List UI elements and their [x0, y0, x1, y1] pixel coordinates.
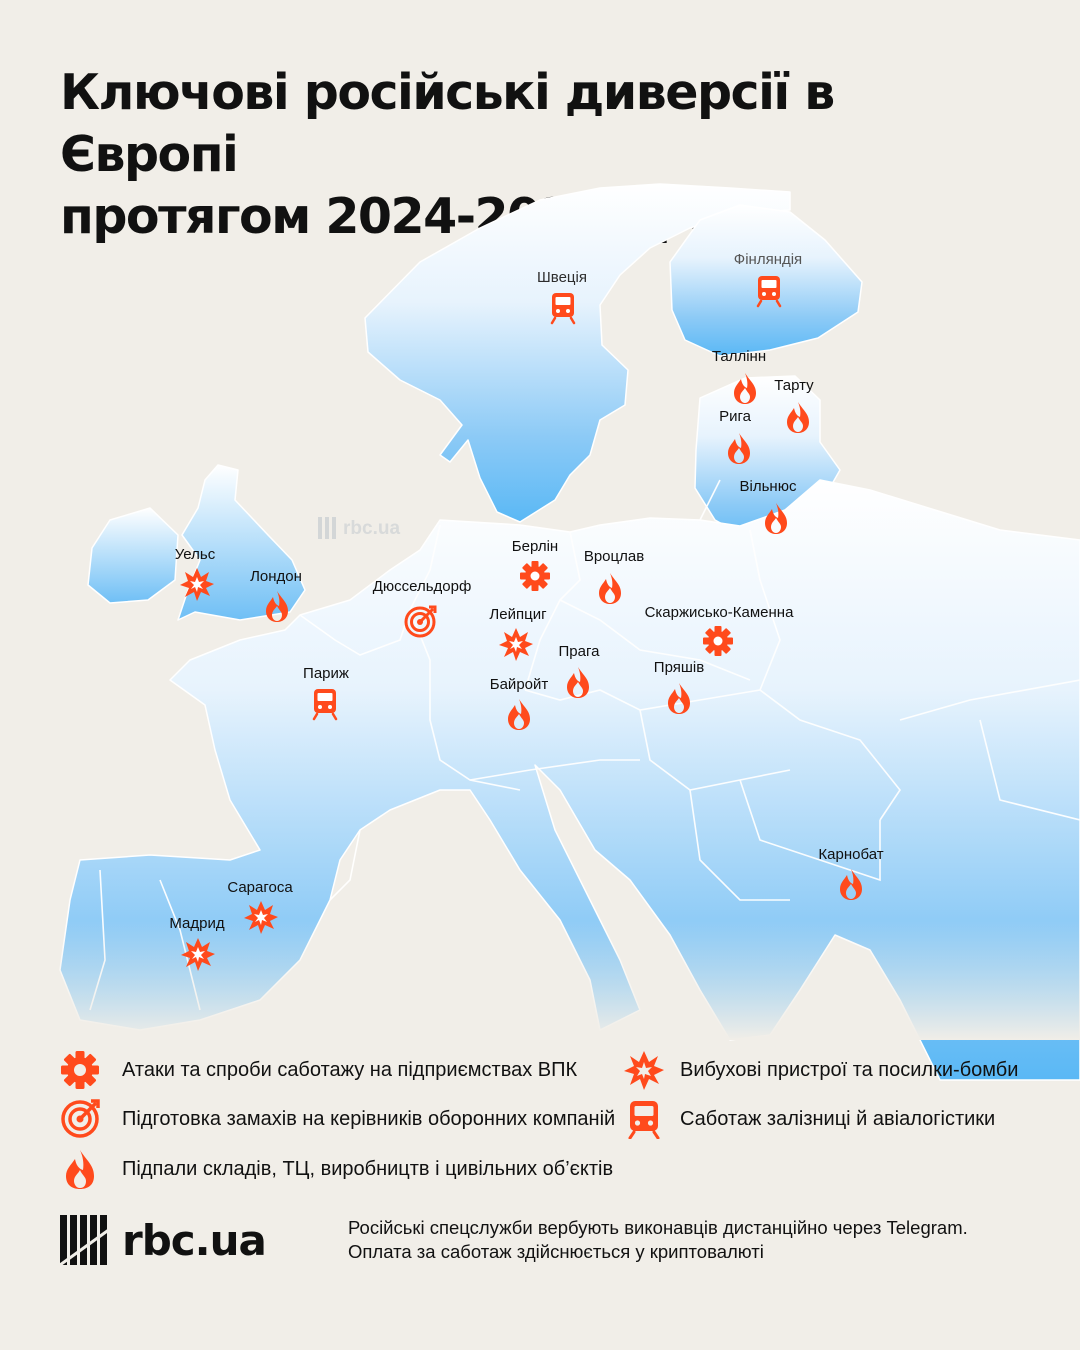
legend-label: Підпали складів, ТЦ, виробництв і цивіль… — [122, 1157, 614, 1180]
city-marker-leipzig[interactable]: Лейпциг — [489, 606, 547, 661]
target-icon — [61, 1099, 100, 1138]
city-marker-london[interactable]: Лондон — [250, 568, 302, 622]
city-marker-madrid[interactable]: Мадрид — [169, 915, 225, 971]
brand-name: rbc.ua — [122, 1215, 267, 1265]
city-label: Пряшів — [654, 659, 704, 676]
city-marker-vilnius[interactable]: Вільнюс — [740, 478, 797, 534]
country-marker-sweden[interactable]: Швеція — [537, 269, 587, 325]
city-label: Таллінн — [712, 348, 766, 365]
footer-note-line-1: Російські спецслужби вербують виконавців… — [348, 1217, 968, 1238]
city-marker-karnobat[interactable]: Карнобат — [818, 846, 884, 900]
markers: Швеція Фінляндія Таллінн Тарту Рига Віль… — [169, 251, 884, 971]
city-marker-tallinn[interactable]: Таллінн — [712, 348, 766, 404]
legend-item-explosion: Вибухові пристрої та посилки-бомби — [624, 1050, 1018, 1090]
city-marker-paris[interactable]: Париж — [303, 665, 349, 721]
legend-label: Саботаж залізниці й авіалогістики — [680, 1107, 996, 1130]
watermark-text: rbc.ua — [343, 518, 400, 539]
city-label: Байройт — [490, 676, 549, 693]
gear-icon — [61, 1051, 99, 1089]
brand-logo[interactable]: rbc.ua — [60, 1215, 267, 1265]
city-marker-bayreuth[interactable]: Байройт — [490, 676, 549, 730]
city-marker-berlin[interactable]: Берлін — [512, 538, 558, 591]
city-label: Париж — [303, 665, 349, 682]
footer-note-line-2: Оплата за саботаж здійснюється у криптов… — [348, 1241, 764, 1262]
city-marker-riga[interactable]: Рига — [719, 408, 752, 464]
city-label: Рига — [719, 408, 752, 425]
country-label: Швеція — [537, 269, 587, 286]
city-label: Карнобат — [818, 846, 883, 863]
city-label: Мадрид — [169, 915, 224, 932]
city-marker-wales[interactable]: Уельс — [175, 546, 216, 601]
explosion-icon — [624, 1051, 664, 1090]
legend-item-train: Саботаж залізниці й авіалогістики — [624, 1099, 995, 1139]
city-label: Лондон — [250, 568, 302, 585]
country-label: Фінляндія — [734, 251, 802, 268]
city-marker-tartu[interactable]: Тарту — [774, 377, 814, 433]
city-marker-dusseldorf[interactable]: Дюссельдорф — [373, 578, 472, 638]
city-label: Прага — [559, 643, 601, 660]
rbc-logo-icon — [60, 1215, 110, 1265]
city-label: Вільнюс — [740, 478, 797, 495]
gear-icon — [703, 626, 733, 656]
city-label: Уельс — [175, 546, 216, 563]
city-marker-zaragoza[interactable]: Сарагоса — [227, 879, 293, 934]
legend-label: Атаки та спроби саботажу на підприємства… — [122, 1058, 578, 1081]
legend-label: Підготовка замахів на керівників оборонн… — [122, 1107, 616, 1130]
city-label: Берлін — [512, 538, 558, 555]
city-marker-wroclaw[interactable]: Вроцлав — [584, 548, 644, 604]
city-marker-skarzysko[interactable]: Скаржисько-Каменна — [645, 604, 795, 656]
country-marker-finland[interactable]: Фінляндія — [734, 251, 802, 308]
legend-label: Вибухові пристрої та посилки-бомби — [680, 1058, 1019, 1081]
city-label: Вроцлав — [584, 548, 644, 565]
city-label: Тарту — [774, 377, 814, 394]
title-line-1: Ключові російські диверсії в Європі — [60, 64, 835, 183]
legend-item-gear: Атаки та спроби саботажу на підприємства… — [60, 1050, 577, 1090]
city-label: Сарагоса — [227, 879, 293, 896]
city-label: Скаржисько-Каменна — [645, 604, 795, 621]
fire-icon — [66, 1150, 94, 1189]
ireland-land — [87, 507, 179, 604]
legend-item-target: Підготовка замахів на керівників оборонн… — [60, 1099, 615, 1139]
footer-note: Російські спецслужби вербують виконавців… — [348, 1216, 968, 1264]
city-label: Дюссельдорф — [373, 578, 472, 595]
city-label: Лейпциг — [489, 606, 547, 623]
train-icon — [628, 1101, 660, 1139]
scandinavia-land — [364, 183, 791, 523]
gear-icon — [520, 561, 550, 591]
city-marker-presov[interactable]: Пряшів — [654, 659, 704, 714]
great-britain-land — [177, 464, 306, 621]
city-marker-prague[interactable]: Прага — [559, 643, 601, 698]
watermark: rbc.ua — [318, 517, 400, 539]
legend-item-fire: Підпали складів, ТЦ, виробництв і цивіль… — [60, 1148, 613, 1190]
map-fade — [0, 920, 1080, 1040]
